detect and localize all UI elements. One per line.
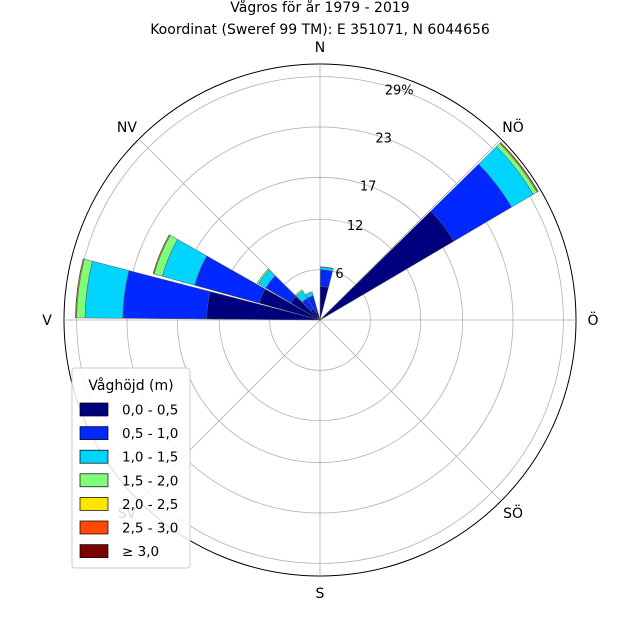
legend-swatch <box>79 497 109 511</box>
wedge-sector-0-bin-3 <box>320 266 334 270</box>
legend-label: 1,5 - 2,0 <box>122 473 178 489</box>
direction-label: V <box>42 313 52 329</box>
direction-labels: NNÖÖSÖSSVVNV <box>42 40 598 602</box>
radial-tick-label: 23 <box>375 131 392 146</box>
legend-items: 0,0 - 0,5 0,5 - 1,0 1,0 - 1,5 1,5 - 2,0 2,0 … <box>79 402 178 560</box>
legend-label: 2,5 - 3,0 <box>122 521 178 537</box>
radial-tick-label: 6 <box>335 267 343 282</box>
radial-tick-labels: 6 12 17 23 29% <box>335 84 413 283</box>
legend-label: 0,0 - 0,5 <box>122 403 178 419</box>
direction-label: Ö <box>587 311 598 329</box>
wedge-sector-4-bin-3 <box>256 268 270 285</box>
legend: Våghöjd (m) 0,0 - 0,5 0,5 - 1,0 1,0 - 1,5 1… <box>71 367 191 569</box>
legend-swatch <box>79 426 109 440</box>
legend-label: 1,0 - 1,5 <box>122 450 178 466</box>
legend-swatch <box>79 402 109 417</box>
direction-label: S <box>316 586 325 602</box>
wedge-sector-1-bin-0 <box>319 210 455 321</box>
wedge-sector-6-bin-2 <box>84 260 130 319</box>
direction-label: SÖ <box>503 504 523 522</box>
wedge-sector-2-bin-2 <box>305 291 314 299</box>
direction-label: NÖ <box>502 118 524 136</box>
legend-swatch <box>79 520 109 535</box>
wedge-sector-0-bin-1 <box>320 269 333 288</box>
wedge-sector-3-bin-3 <box>294 289 304 297</box>
chart-subtitle: Koordinat (Sweref 99 TM): E 351071, N 60… <box>150 22 490 38</box>
direction-label: NV <box>117 120 137 136</box>
legend-label: ≥ 3,0 <box>122 544 159 560</box>
legend-label: 2,0 - 2,5 <box>122 497 178 513</box>
chart-title: Vågros för år 1979 - 2019 <box>230 0 409 16</box>
legend-swatch <box>79 473 109 488</box>
legend-swatch <box>79 449 109 464</box>
wedge-sector-6-bin-5 <box>75 258 84 319</box>
radial-tick-label: 17 <box>360 179 377 194</box>
legend-label: 0,5 - 1,0 <box>122 426 178 442</box>
legend-swatch <box>79 544 109 558</box>
grid-spoke <box>319 138 502 321</box>
wave-wedges <box>75 141 539 321</box>
direction-label: N <box>315 40 325 56</box>
grid-spoke <box>138 138 321 321</box>
grid-spoke <box>319 319 502 502</box>
legend-title: Våghöjd (m) <box>88 377 173 394</box>
radial-tick-label: 29% <box>385 84 414 99</box>
legend-box <box>71 367 191 569</box>
radial-tick-label: 12 <box>347 219 364 234</box>
wedge-sector-5-bin-5 <box>152 234 170 275</box>
wedge-sector-1-bin-6 <box>500 141 539 192</box>
